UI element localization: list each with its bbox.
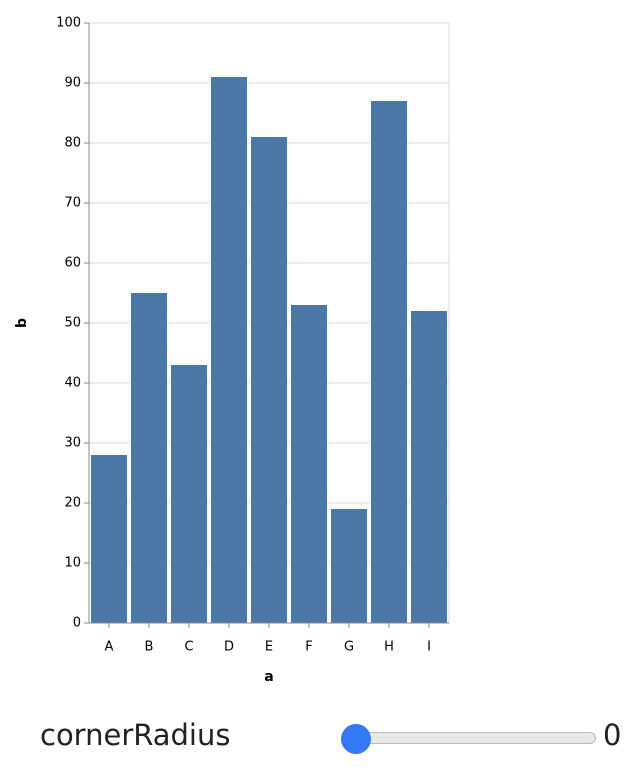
y-axis-title: b: [14, 318, 30, 328]
bar: [171, 365, 207, 623]
x-tick-label: H: [384, 640, 394, 655]
y-tick-label: 70: [64, 196, 81, 211]
y-tick-label: 80: [64, 136, 81, 151]
x-tick-label: G: [344, 640, 354, 655]
y-tick-label: 90: [64, 76, 81, 91]
y-tick-label: 40: [64, 376, 81, 391]
x-tick-label: C: [184, 640, 193, 655]
slider-knob[interactable]: [341, 724, 371, 754]
slider-track[interactable]: [342, 732, 596, 744]
x-tick-label: A: [105, 640, 114, 655]
slider-value: 0: [603, 718, 622, 752]
bar: [331, 509, 367, 623]
bar: [211, 77, 247, 623]
bar: [131, 293, 167, 623]
y-tick-label: 20: [64, 496, 81, 511]
y-tick-label: 100: [56, 16, 81, 31]
chart: a b 0 10 20 30 40 50 60 70 80 90 100 A B C D E F G H I: [14, 16, 450, 685]
x-tick-label: F: [305, 640, 312, 655]
x-axis-title: a: [264, 669, 273, 685]
bar: [91, 455, 127, 623]
x-tick-label: B: [145, 640, 154, 655]
bar: [251, 137, 287, 623]
y-tick-label: 30: [64, 436, 81, 451]
x-tick-label: D: [224, 640, 234, 655]
slider-label: cornerRadius: [40, 718, 231, 752]
y-tick-label: 60: [64, 256, 81, 271]
y-tick-label: 50: [64, 316, 81, 331]
bar: [291, 305, 327, 623]
x-tick-label: E: [265, 640, 273, 655]
x-tick-label: I: [427, 640, 431, 655]
y-tick-label: 0: [73, 616, 81, 631]
bar: [411, 311, 447, 623]
y-tick-label: 10: [64, 556, 81, 571]
bar: [371, 101, 407, 623]
